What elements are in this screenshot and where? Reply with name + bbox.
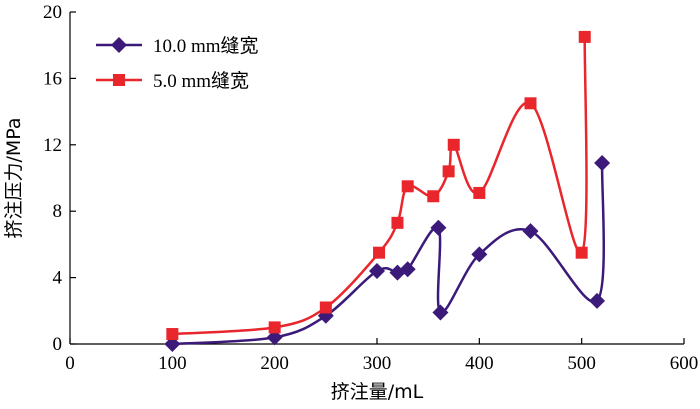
data-point-series-2 xyxy=(578,30,591,43)
x-tick-label: 0 xyxy=(65,353,75,374)
data-point-series-2 xyxy=(442,165,455,178)
x-tick-label: 400 xyxy=(465,353,494,374)
data-point-series-2 xyxy=(447,138,460,151)
data-point-series-2 xyxy=(427,190,440,203)
data-point-series-2 xyxy=(575,246,588,259)
y-tick-label: 0 xyxy=(53,334,63,355)
series xyxy=(164,30,611,352)
y-tick-label: 20 xyxy=(43,2,62,23)
data-point-series-2 xyxy=(401,180,414,193)
data-point-series-2 xyxy=(373,246,386,259)
y-axis-title: 挤注压力/MPa xyxy=(3,117,25,238)
x-tick-label: 500 xyxy=(567,353,596,374)
data-point-series-2 xyxy=(524,97,537,110)
data-point-series-1 xyxy=(369,262,385,279)
legend-marker-series-1 xyxy=(111,37,127,53)
y-tick-label: 4 xyxy=(53,268,63,289)
data-point-series-1 xyxy=(399,261,416,278)
data-point-series-2 xyxy=(319,301,332,314)
data-point-series-2 xyxy=(166,328,179,341)
axes xyxy=(69,12,684,345)
x-tick-label: 200 xyxy=(260,353,289,374)
data-point-series-2 xyxy=(391,216,404,229)
data-point-series-1 xyxy=(594,155,611,172)
x-tick-label: 600 xyxy=(670,353,699,374)
x-axis-title: 挤注量/mL xyxy=(331,381,424,403)
series-line-1 xyxy=(172,163,606,346)
legend-label-series-2: 5.0 mm缝宽 xyxy=(153,70,249,92)
data-point-series-1 xyxy=(589,292,606,309)
y-tick-label: 12 xyxy=(43,135,62,156)
data-point-series-1 xyxy=(432,304,449,321)
data-point-series-1 xyxy=(522,223,539,240)
legend-label-series-1: 10.0 mm缝宽 xyxy=(153,35,259,57)
y-tick-label: 16 xyxy=(43,68,62,89)
ticks: 0 100 200 300 400 500 600 0 4 8 12 16 20 xyxy=(43,2,698,374)
legend-marker-series-2 xyxy=(113,74,125,86)
data-point-series-1 xyxy=(471,246,488,263)
y-tick-label: 8 xyxy=(53,201,63,222)
legend: 10.0 mm缝宽 5.0 mm缝宽 xyxy=(96,35,259,92)
data-point-series-2 xyxy=(473,186,486,199)
data-point-series-2 xyxy=(268,321,281,334)
x-tick-label: 100 xyxy=(158,353,187,374)
data-point-series-1 xyxy=(430,219,447,236)
x-tick-label: 300 xyxy=(363,353,392,374)
